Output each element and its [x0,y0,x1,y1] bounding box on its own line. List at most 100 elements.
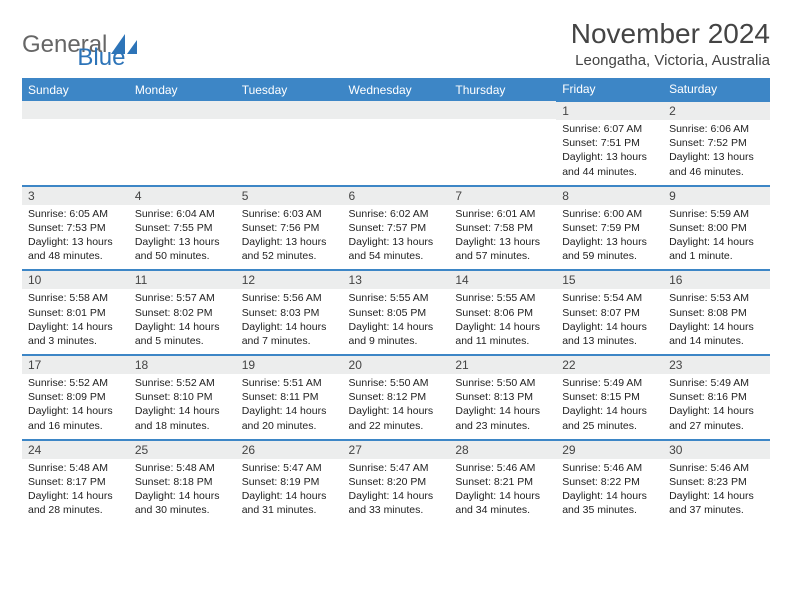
day-body: Sunrise: 5:55 AMSunset: 8:06 PMDaylight:… [449,289,556,354]
day-body: Sunrise: 5:55 AMSunset: 8:05 PMDaylight:… [343,289,450,354]
weekday-header: Thursday [449,78,556,101]
weekday-header: Saturday [663,78,770,101]
day-body: Sunrise: 6:05 AMSunset: 7:53 PMDaylight:… [22,205,129,270]
calendar-cell: 3Sunrise: 6:05 AMSunset: 7:53 PMDaylight… [22,186,129,271]
day-body: Sunrise: 5:58 AMSunset: 8:01 PMDaylight:… [22,289,129,354]
day-number: 8 [556,187,663,205]
day-number: 14 [449,271,556,289]
day-number: 9 [663,187,770,205]
day-number: 30 [663,441,770,459]
day-body: Sunrise: 5:51 AMSunset: 8:11 PMDaylight:… [236,374,343,439]
calendar-cell: 5Sunrise: 6:03 AMSunset: 7:56 PMDaylight… [236,186,343,271]
calendar-cell: 27Sunrise: 5:47 AMSunset: 8:20 PMDayligh… [343,440,450,524]
day-number: 10 [22,271,129,289]
day-number: 3 [22,187,129,205]
day-number: 25 [129,441,236,459]
location-text: Leongatha, Victoria, Australia [571,52,770,69]
calendar-cell: 22Sunrise: 5:49 AMSunset: 8:15 PMDayligh… [556,355,663,440]
weekday-header: Friday [556,78,663,101]
calendar-cell: 11Sunrise: 5:57 AMSunset: 8:02 PMDayligh… [129,270,236,355]
day-number: 2 [663,102,770,120]
calendar-cell: 17Sunrise: 5:52 AMSunset: 8:09 PMDayligh… [22,355,129,440]
day-number: 24 [22,441,129,459]
day-number: 7 [449,187,556,205]
weekday-header: Tuesday [236,78,343,101]
day-number: 17 [22,356,129,374]
day-number: 16 [663,271,770,289]
calendar-cell: 15Sunrise: 5:54 AMSunset: 8:07 PMDayligh… [556,270,663,355]
month-title: November 2024 [571,18,770,50]
day-body: Sunrise: 5:49 AMSunset: 8:16 PMDaylight:… [663,374,770,439]
day-body: Sunrise: 5:48 AMSunset: 8:18 PMDaylight:… [129,459,236,524]
calendar-cell: 7Sunrise: 6:01 AMSunset: 7:58 PMDaylight… [449,186,556,271]
weekday-header: Monday [129,78,236,101]
day-number: 29 [556,441,663,459]
calendar-cell: 13Sunrise: 5:55 AMSunset: 8:05 PMDayligh… [343,270,450,355]
calendar-week-row: 24Sunrise: 5:48 AMSunset: 8:17 PMDayligh… [22,440,770,524]
day-body: Sunrise: 6:01 AMSunset: 7:58 PMDaylight:… [449,205,556,270]
day-body: Sunrise: 5:47 AMSunset: 8:19 PMDaylight:… [236,459,343,524]
calendar-cell: 16Sunrise: 5:53 AMSunset: 8:08 PMDayligh… [663,270,770,355]
day-number: 27 [343,441,450,459]
day-number: 19 [236,356,343,374]
calendar-cell: 10Sunrise: 5:58 AMSunset: 8:01 PMDayligh… [22,270,129,355]
weekday-header: Wednesday [343,78,450,101]
calendar-table: SundayMondayTuesdayWednesdayThursdayFrid… [22,78,770,523]
day-body: Sunrise: 5:56 AMSunset: 8:03 PMDaylight:… [236,289,343,354]
empty-daynum [343,101,450,119]
day-body: Sunrise: 5:57 AMSunset: 8:02 PMDaylight:… [129,289,236,354]
weekday-header: Sunday [22,78,129,101]
calendar-cell: 25Sunrise: 5:48 AMSunset: 8:18 PMDayligh… [129,440,236,524]
day-number: 23 [663,356,770,374]
calendar-cell: 23Sunrise: 5:49 AMSunset: 8:16 PMDayligh… [663,355,770,440]
day-body: Sunrise: 5:50 AMSunset: 8:13 PMDaylight:… [449,374,556,439]
calendar-cell: 9Sunrise: 5:59 AMSunset: 8:00 PMDaylight… [663,186,770,271]
calendar-cell [22,101,129,186]
day-body: Sunrise: 6:02 AMSunset: 7:57 PMDaylight:… [343,205,450,270]
calendar-cell: 2Sunrise: 6:06 AMSunset: 7:52 PMDaylight… [663,101,770,186]
day-number: 5 [236,187,343,205]
day-body: Sunrise: 6:04 AMSunset: 7:55 PMDaylight:… [129,205,236,270]
day-number: 12 [236,271,343,289]
calendar-week-row: 17Sunrise: 5:52 AMSunset: 8:09 PMDayligh… [22,355,770,440]
day-body: Sunrise: 5:46 AMSunset: 8:22 PMDaylight:… [556,459,663,524]
day-body: Sunrise: 5:48 AMSunset: 8:17 PMDaylight:… [22,459,129,524]
day-body: Sunrise: 5:46 AMSunset: 8:21 PMDaylight:… [449,459,556,524]
day-number: 6 [343,187,450,205]
day-body: Sunrise: 5:59 AMSunset: 8:00 PMDaylight:… [663,205,770,270]
day-number: 26 [236,441,343,459]
calendar-cell: 14Sunrise: 5:55 AMSunset: 8:06 PMDayligh… [449,270,556,355]
day-body: Sunrise: 6:06 AMSunset: 7:52 PMDaylight:… [663,120,770,185]
calendar-cell: 30Sunrise: 5:46 AMSunset: 8:23 PMDayligh… [663,440,770,524]
empty-daynum [22,101,129,119]
day-body: Sunrise: 6:03 AMSunset: 7:56 PMDaylight:… [236,205,343,270]
day-body: Sunrise: 6:07 AMSunset: 7:51 PMDaylight:… [556,120,663,185]
empty-daynum [236,101,343,119]
title-block: November 2024 Leongatha, Victoria, Austr… [571,18,770,69]
day-body: Sunrise: 5:53 AMSunset: 8:08 PMDaylight:… [663,289,770,354]
day-number: 11 [129,271,236,289]
day-body: Sunrise: 6:00 AMSunset: 7:59 PMDaylight:… [556,205,663,270]
empty-daynum [129,101,236,119]
calendar-week-row: 3Sunrise: 6:05 AMSunset: 7:53 PMDaylight… [22,186,770,271]
calendar-cell [449,101,556,186]
day-number: 18 [129,356,236,374]
day-number: 28 [449,441,556,459]
day-body: Sunrise: 5:49 AMSunset: 8:15 PMDaylight:… [556,374,663,439]
day-number: 22 [556,356,663,374]
calendar-cell: 12Sunrise: 5:56 AMSunset: 8:03 PMDayligh… [236,270,343,355]
calendar-cell: 1Sunrise: 6:07 AMSunset: 7:51 PMDaylight… [556,101,663,186]
logo: General Blue [22,18,125,72]
calendar-body: 1Sunrise: 6:07 AMSunset: 7:51 PMDaylight… [22,101,770,523]
calendar-cell: 26Sunrise: 5:47 AMSunset: 8:19 PMDayligh… [236,440,343,524]
day-number: 1 [556,102,663,120]
day-body: Sunrise: 5:52 AMSunset: 8:10 PMDaylight:… [129,374,236,439]
calendar-cell [343,101,450,186]
calendar-cell: 8Sunrise: 6:00 AMSunset: 7:59 PMDaylight… [556,186,663,271]
calendar-header-row: SundayMondayTuesdayWednesdayThursdayFrid… [22,78,770,101]
logo-word2: Blue [77,44,125,72]
day-body: Sunrise: 5:46 AMSunset: 8:23 PMDaylight:… [663,459,770,524]
day-number: 13 [343,271,450,289]
calendar-cell: 29Sunrise: 5:46 AMSunset: 8:22 PMDayligh… [556,440,663,524]
calendar-week-row: 1Sunrise: 6:07 AMSunset: 7:51 PMDaylight… [22,101,770,186]
